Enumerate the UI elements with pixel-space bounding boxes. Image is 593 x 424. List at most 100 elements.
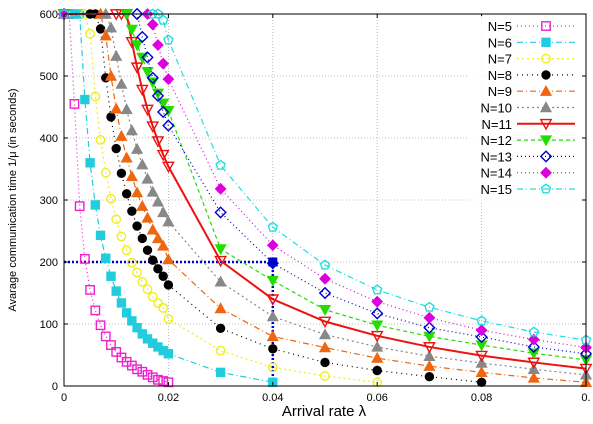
- data-point: [158, 271, 168, 281]
- data-point: [157, 239, 170, 251]
- data-point: [141, 51, 154, 64]
- data-point: [116, 168, 127, 179]
- data-point: [475, 340, 488, 352]
- y-axis-ticks: 0 100 200 300 400 500 600: [40, 9, 586, 393]
- legend-marker: [539, 118, 553, 131]
- data-point: [125, 124, 138, 136]
- data-point: [163, 349, 174, 359]
- data-point: [215, 367, 226, 378]
- y-axis-label: Avarage communication time 1/μ (in secon…: [7, 88, 19, 311]
- data-point: [121, 308, 132, 318]
- data-point: [135, 84, 149, 97]
- data-point: [475, 324, 488, 337]
- data-point: [423, 321, 436, 334]
- series-line: [64, 13, 378, 383]
- annotation-point: [268, 257, 278, 267]
- data-point: [215, 323, 226, 334]
- data-point: [115, 77, 128, 89]
- legend-marker: [539, 150, 553, 163]
- data-point: [156, 105, 170, 119]
- data-point: [266, 257, 279, 270]
- data-point: [371, 320, 384, 332]
- data-point: [95, 230, 106, 241]
- data-point: [153, 298, 163, 308]
- data-point: [100, 331, 111, 342]
- data-point: [162, 119, 175, 132]
- legend-label: N=11: [482, 117, 512, 132]
- data-point: [158, 302, 169, 313]
- data-point: [158, 376, 169, 386]
- data-point: [79, 253, 90, 264]
- series-line: [64, 13, 169, 383]
- data-point: [162, 161, 175, 174]
- legend: N=5N=6 N=7N=8N=9 N=10N=11N=12N=13 N=14N=15: [468, 16, 582, 202]
- data-point: [136, 30, 149, 44]
- data-point: [121, 189, 132, 199]
- data-point: [151, 89, 165, 103]
- data-point: [106, 271, 116, 281]
- legend-marker: [539, 135, 553, 147]
- data-point: [266, 275, 279, 287]
- data-point: [111, 214, 122, 225]
- data-point: [136, 199, 149, 211]
- data-point: [104, 69, 118, 81]
- series-n-5: [59, 9, 174, 388]
- data-point: [266, 239, 279, 252]
- data-point: [151, 136, 165, 148]
- data-point: [95, 320, 106, 331]
- data-point: [266, 330, 279, 342]
- data-point: [475, 350, 488, 363]
- y-tick-label: 0: [52, 381, 58, 393]
- data-point: [101, 253, 111, 263]
- legend-label: N=7: [488, 52, 512, 67]
- y-tick-label: 600: [40, 9, 58, 21]
- data-point: [319, 259, 331, 270]
- legend-marker: [540, 183, 552, 194]
- data-point: [423, 350, 436, 361]
- data-point: [130, 7, 144, 21]
- data-point: [266, 310, 279, 322]
- y-tick-label: 200: [40, 257, 58, 269]
- data-point: [318, 341, 332, 353]
- data-point: [110, 102, 123, 114]
- data-point: [132, 323, 142, 333]
- series-n-10: [57, 7, 593, 380]
- data-point: [320, 371, 330, 381]
- data-point: [424, 301, 435, 312]
- data-point: [141, 172, 154, 184]
- x-tick-label: 0.: [581, 392, 590, 404]
- data-point: [137, 366, 148, 377]
- data-point: [267, 221, 279, 232]
- data-point: [121, 245, 132, 256]
- data-point: [147, 291, 158, 302]
- data-point: [100, 167, 111, 178]
- data-point: [146, 121, 160, 133]
- data-point: [74, 201, 85, 212]
- data-point: [132, 267, 142, 278]
- data-point: [152, 39, 164, 51]
- data-point: [475, 356, 488, 368]
- data-point: [110, 49, 123, 61]
- data-point: [214, 275, 227, 287]
- y-tick-label: 100: [40, 319, 58, 331]
- x-axis-ticks: 0 0.02 0.04 0.06 0.08 0.: [61, 14, 591, 404]
- data-point: [85, 285, 96, 295]
- data-point: [157, 98, 170, 110]
- data-point: [80, 94, 90, 105]
- data-point: [318, 286, 332, 300]
- x-tick-label: 0.04: [262, 392, 283, 404]
- data-point: [156, 149, 170, 162]
- data-point: [318, 316, 332, 329]
- data-point: [528, 326, 540, 337]
- data-point: [106, 193, 116, 204]
- data-point: [111, 286, 121, 296]
- y-tick-label: 400: [40, 133, 58, 145]
- data-point: [141, 104, 154, 117]
- data-point: [475, 366, 488, 378]
- data-point: [69, 98, 80, 109]
- data-point: [85, 158, 95, 168]
- data-point: [214, 206, 227, 219]
- data-point: [142, 245, 153, 255]
- data-point: [162, 215, 175, 227]
